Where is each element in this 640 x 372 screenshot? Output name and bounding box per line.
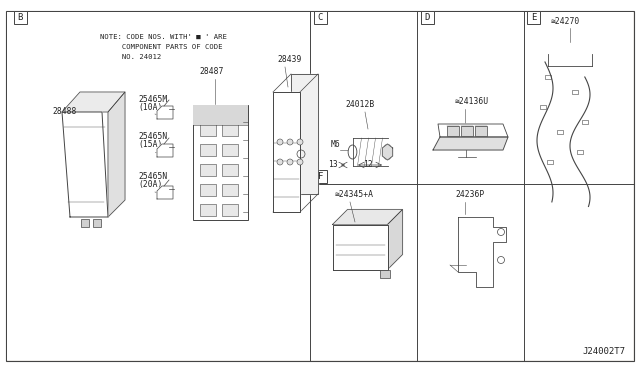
Bar xyxy=(545,75,551,79)
Text: ≅24270: ≅24270 xyxy=(550,17,580,26)
Circle shape xyxy=(287,159,293,165)
Bar xyxy=(13,10,26,23)
Text: (10A): (10A) xyxy=(138,103,163,112)
Bar xyxy=(572,90,578,94)
Bar xyxy=(314,10,327,23)
Bar xyxy=(540,105,546,109)
FancyBboxPatch shape xyxy=(222,183,238,196)
Polygon shape xyxy=(62,112,108,217)
Text: M6: M6 xyxy=(331,140,340,149)
FancyBboxPatch shape xyxy=(222,124,238,135)
Polygon shape xyxy=(273,92,300,212)
Text: D: D xyxy=(424,13,430,22)
FancyBboxPatch shape xyxy=(222,164,238,176)
Bar xyxy=(447,126,459,136)
Polygon shape xyxy=(387,209,403,269)
Text: C: C xyxy=(317,13,323,22)
Circle shape xyxy=(277,139,283,145)
Bar xyxy=(577,150,583,154)
Text: F: F xyxy=(317,171,323,181)
Bar xyxy=(380,269,390,278)
Polygon shape xyxy=(157,186,173,199)
Ellipse shape xyxy=(383,144,392,160)
Polygon shape xyxy=(333,224,387,269)
FancyBboxPatch shape xyxy=(200,144,216,155)
Bar xyxy=(557,130,563,134)
FancyBboxPatch shape xyxy=(200,183,216,196)
Polygon shape xyxy=(157,106,173,119)
Circle shape xyxy=(287,139,293,145)
Bar xyxy=(81,219,89,227)
Ellipse shape xyxy=(348,145,357,159)
Bar xyxy=(475,126,487,136)
Bar xyxy=(93,219,101,227)
Text: 13: 13 xyxy=(328,160,338,169)
Text: NOTE: CODE NOS. WITH' ■ ' ARE: NOTE: CODE NOS. WITH' ■ ' ARE xyxy=(100,34,227,40)
Bar xyxy=(314,170,327,183)
Text: 24236P: 24236P xyxy=(455,190,484,199)
Bar xyxy=(193,105,248,125)
Polygon shape xyxy=(458,217,506,287)
FancyBboxPatch shape xyxy=(200,164,216,176)
Circle shape xyxy=(497,257,504,263)
Polygon shape xyxy=(108,92,125,217)
Text: (20A): (20A) xyxy=(138,180,163,189)
Text: 12: 12 xyxy=(363,160,373,169)
Polygon shape xyxy=(333,209,403,224)
Bar xyxy=(582,120,588,124)
Bar xyxy=(527,10,540,23)
Bar xyxy=(461,126,473,136)
Text: ≅24345+A: ≅24345+A xyxy=(335,190,374,199)
FancyBboxPatch shape xyxy=(222,203,238,215)
Text: 28488: 28488 xyxy=(53,107,77,116)
Text: COMPONENT PARTS OF CODE: COMPONENT PARTS OF CODE xyxy=(100,44,223,50)
Text: 28487: 28487 xyxy=(200,67,224,76)
Circle shape xyxy=(277,159,283,165)
FancyBboxPatch shape xyxy=(200,203,216,215)
Text: 25465N: 25465N xyxy=(138,132,167,141)
Text: NO. 24012: NO. 24012 xyxy=(100,54,161,60)
Bar xyxy=(193,105,248,219)
Text: 24012B: 24012B xyxy=(346,100,374,109)
Polygon shape xyxy=(62,92,125,112)
Polygon shape xyxy=(433,137,508,150)
Text: B: B xyxy=(17,13,22,22)
Polygon shape xyxy=(382,144,393,160)
Polygon shape xyxy=(157,144,173,157)
Text: 28439: 28439 xyxy=(278,55,302,64)
Text: (15A): (15A) xyxy=(138,140,163,149)
Polygon shape xyxy=(353,138,387,166)
Text: ≅24136U: ≅24136U xyxy=(455,97,489,106)
Text: E: E xyxy=(531,13,536,22)
Text: 25465N: 25465N xyxy=(138,172,167,181)
Circle shape xyxy=(297,139,303,145)
FancyBboxPatch shape xyxy=(222,144,238,155)
Polygon shape xyxy=(438,124,508,137)
Bar xyxy=(420,10,434,23)
Text: J24002T7: J24002T7 xyxy=(582,347,625,356)
Bar xyxy=(547,160,553,164)
FancyBboxPatch shape xyxy=(200,124,216,135)
Circle shape xyxy=(297,159,303,165)
Polygon shape xyxy=(291,74,318,194)
Circle shape xyxy=(497,228,504,235)
Text: 25465M: 25465M xyxy=(138,95,167,104)
